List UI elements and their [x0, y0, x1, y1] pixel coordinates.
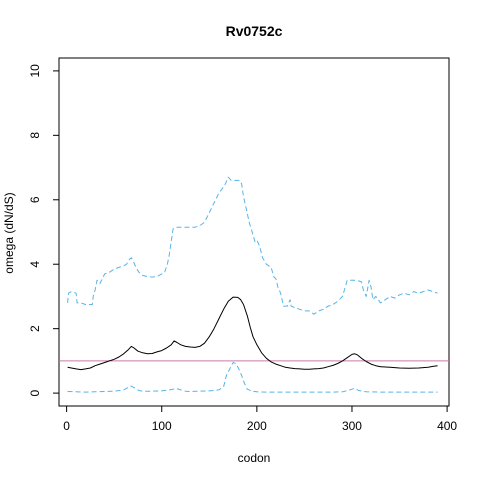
y-tick-label: 2: [28, 325, 42, 332]
x-tick-label: 100: [152, 419, 172, 433]
y-tick-label: 0: [28, 389, 42, 396]
y-tick-label: 4: [28, 261, 42, 268]
y-tick-label: 8: [28, 132, 42, 139]
lower-bound-line: [67, 362, 438, 393]
upper-bound-line: [67, 176, 438, 315]
y-tick-label: 6: [28, 196, 42, 203]
x-tick-label: 0: [63, 419, 70, 433]
chart-title: Rv0752c: [226, 23, 283, 39]
plot-frame: [58, 57, 450, 407]
plot-area: [59, 176, 449, 393]
x-axis: 0 100 200 300 400: [63, 406, 457, 433]
y-axis-label: omega (dN/dS): [2, 192, 16, 273]
x-tick-label: 400: [437, 419, 457, 433]
x-tick-label: 200: [247, 419, 267, 433]
x-tick-label: 300: [342, 419, 362, 433]
y-tick-label: 10: [28, 64, 42, 78]
x-axis-label: codon: [238, 451, 271, 465]
omega-estimate-line: [67, 296, 438, 371]
y-axis: 0 2 4 6 8 10: [28, 64, 59, 396]
